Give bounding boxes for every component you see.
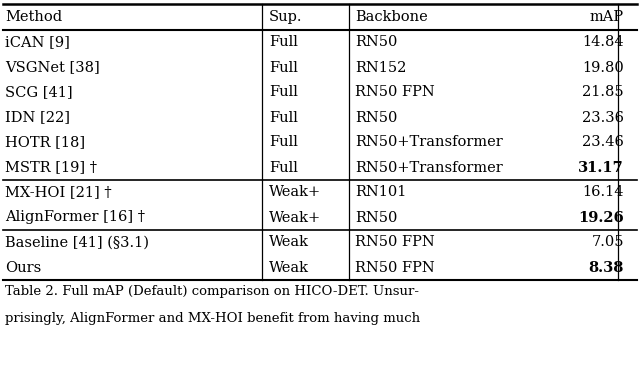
Text: Weak: Weak bbox=[269, 261, 309, 274]
Text: 19.80: 19.80 bbox=[582, 60, 624, 74]
Text: Full: Full bbox=[269, 35, 298, 49]
Text: Weak+: Weak+ bbox=[269, 211, 321, 225]
Text: 8.38: 8.38 bbox=[589, 261, 624, 274]
Text: RN50+Transformer: RN50+Transformer bbox=[355, 160, 503, 174]
Text: AlignFormer [16] †: AlignFormer [16] † bbox=[5, 211, 145, 225]
Text: Ours: Ours bbox=[5, 261, 42, 274]
Text: Full: Full bbox=[269, 160, 298, 174]
Text: Weak+: Weak+ bbox=[269, 185, 321, 200]
Text: prisingly, AlignFormer and MX-HOI benefit from having much: prisingly, AlignFormer and MX-HOI benefi… bbox=[5, 312, 420, 325]
Text: RN152: RN152 bbox=[355, 60, 406, 74]
Text: RN50 FPN: RN50 FPN bbox=[355, 261, 435, 274]
Text: Baseline [41] (§3.1): Baseline [41] (§3.1) bbox=[5, 236, 149, 250]
Text: Weak: Weak bbox=[269, 236, 309, 250]
Text: Table 2. Full mAP (Default) comparison on HICO-DET. Unsur-: Table 2. Full mAP (Default) comparison o… bbox=[5, 285, 419, 298]
Text: RN50: RN50 bbox=[355, 211, 397, 225]
Text: 16.14: 16.14 bbox=[582, 185, 624, 200]
Text: Sup.: Sup. bbox=[269, 10, 302, 24]
Text: Backbone: Backbone bbox=[355, 10, 428, 24]
Text: RN50: RN50 bbox=[355, 35, 397, 49]
Text: RN50: RN50 bbox=[355, 111, 397, 125]
Text: IDN [22]: IDN [22] bbox=[5, 111, 70, 125]
Text: 23.36: 23.36 bbox=[582, 111, 624, 125]
Text: 14.84: 14.84 bbox=[582, 35, 624, 49]
Text: Method: Method bbox=[5, 10, 62, 24]
Text: 31.17: 31.17 bbox=[579, 160, 624, 174]
Text: RN50+Transformer: RN50+Transformer bbox=[355, 136, 503, 149]
Text: MSTR [19] †: MSTR [19] † bbox=[5, 160, 97, 174]
Text: Full: Full bbox=[269, 86, 298, 100]
Text: SCG [41]: SCG [41] bbox=[5, 86, 73, 100]
Text: 21.85: 21.85 bbox=[582, 86, 624, 100]
Text: Full: Full bbox=[269, 111, 298, 125]
Text: MX-HOI [21] †: MX-HOI [21] † bbox=[5, 185, 112, 200]
Text: Full: Full bbox=[269, 136, 298, 149]
Text: mAP: mAP bbox=[590, 10, 624, 24]
Text: 23.46: 23.46 bbox=[582, 136, 624, 149]
Text: RN50 FPN: RN50 FPN bbox=[355, 86, 435, 100]
Text: Full: Full bbox=[269, 60, 298, 74]
Text: 7.05: 7.05 bbox=[591, 236, 624, 250]
Text: RN50 FPN: RN50 FPN bbox=[355, 236, 435, 250]
Text: 19.26: 19.26 bbox=[579, 211, 624, 225]
Text: VSGNet [38]: VSGNet [38] bbox=[5, 60, 100, 74]
Text: RN101: RN101 bbox=[355, 185, 406, 200]
Text: iCAN [9]: iCAN [9] bbox=[5, 35, 70, 49]
Text: HOTR [18]: HOTR [18] bbox=[5, 136, 85, 149]
